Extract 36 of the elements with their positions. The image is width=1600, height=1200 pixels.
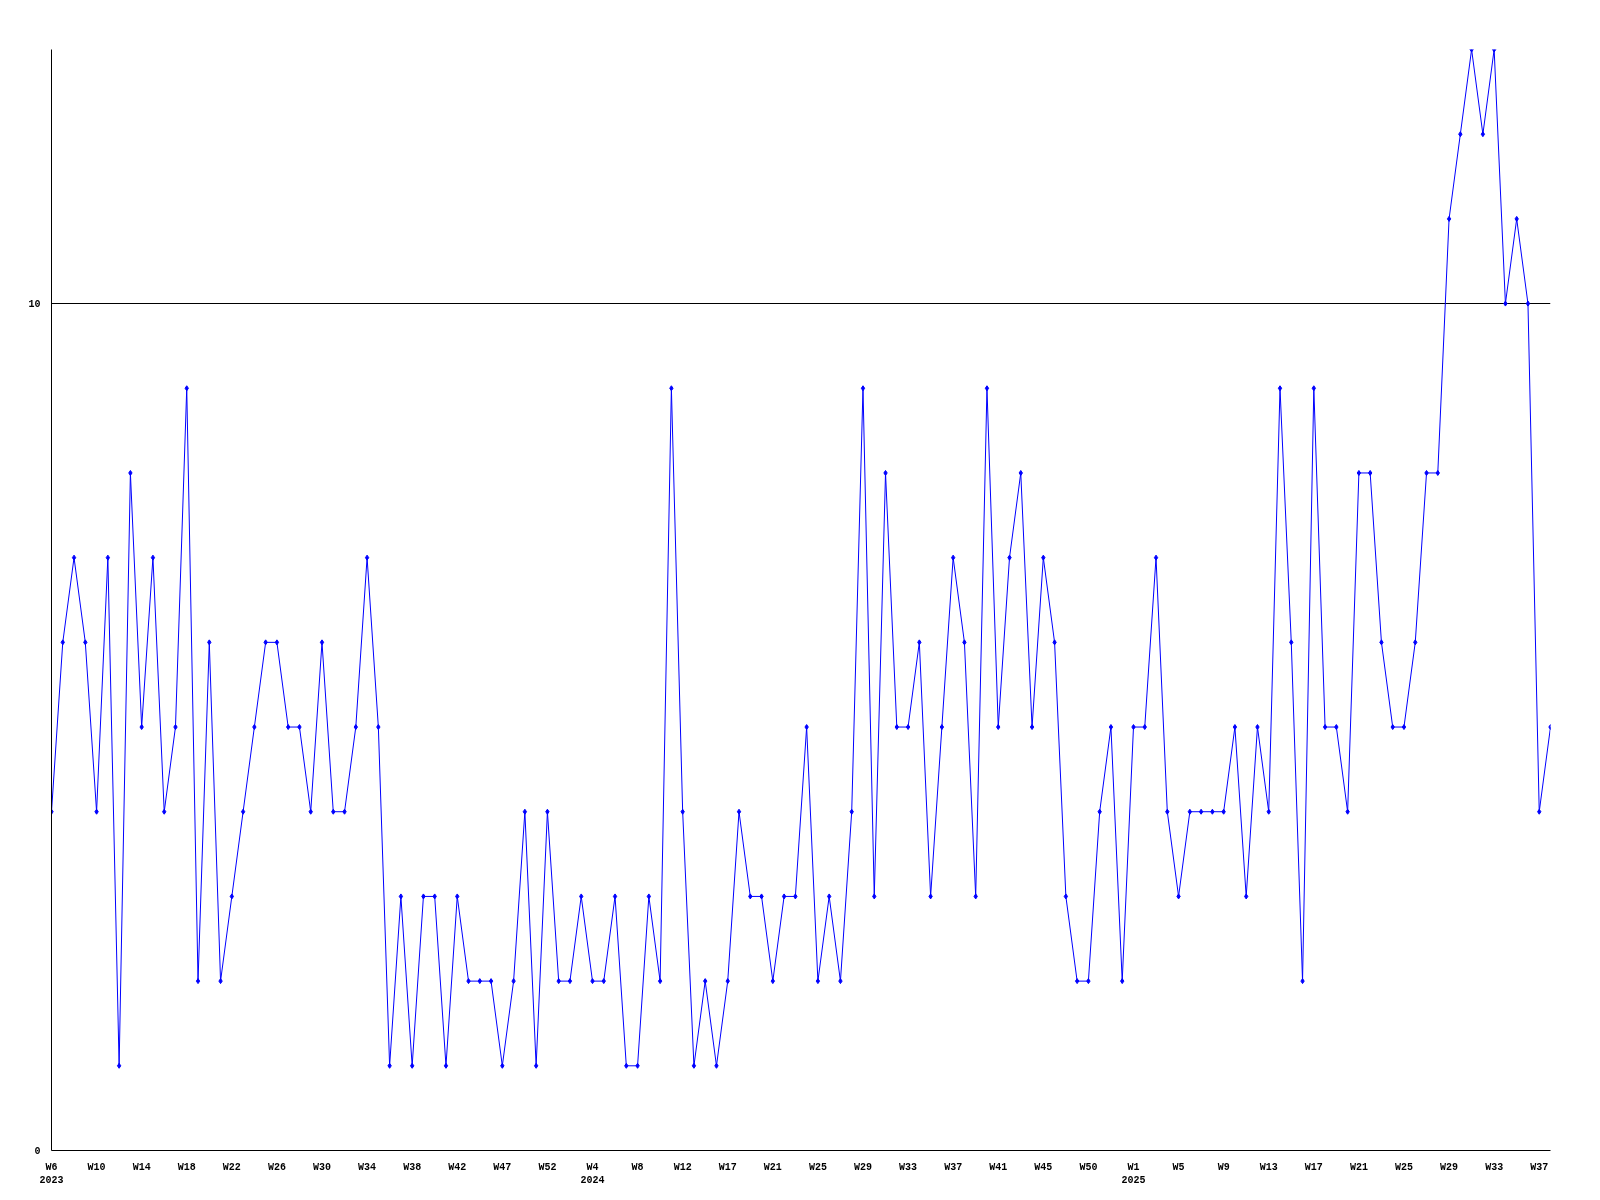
x-tick-label: W52 (538, 1161, 557, 1173)
x-tick-label: W17 (718, 1161, 737, 1173)
x-tick-label: W34 (358, 1161, 377, 1173)
y-tick-label: 0 (34, 1146, 41, 1157)
x-tick-label: W29 (853, 1161, 872, 1173)
x-tick-label: W5 (1172, 1161, 1185, 1173)
x-tick-label: W8 (631, 1161, 644, 1173)
x-tick-label: W21 (763, 1161, 782, 1173)
x-tick-label: W6 2023 (39, 1161, 64, 1186)
x-tick-label: W38 (403, 1161, 422, 1173)
x-tick-label: W37 (1530, 1161, 1549, 1173)
x-tick-label: W21 (1349, 1161, 1368, 1173)
x-tick-label: W42 (448, 1161, 467, 1173)
x-tick-label: W50 (1079, 1161, 1098, 1173)
x-tick-label: W1 2025 (1121, 1161, 1146, 1186)
x-tick-label: W30 (312, 1161, 332, 1173)
y-tick-label: 10 (28, 299, 41, 311)
x-tick-label: W10 (87, 1161, 106, 1173)
x-tick-label: W18 (177, 1161, 196, 1173)
x-tick-label: W9 (1217, 1161, 1230, 1173)
x-tick-label: W26 (267, 1161, 286, 1173)
x-tick-label: W12 (673, 1161, 692, 1173)
x-tick-label: W41 (989, 1161, 1008, 1173)
x-tick-label: W37 (944, 1161, 963, 1173)
x-tick-label: W45 (1034, 1161, 1053, 1173)
x-tick-label: W4 2024 (580, 1161, 605, 1186)
x-tick-label: W22 (222, 1161, 241, 1173)
x-tick-label: W13 (1259, 1161, 1278, 1173)
x-tick-label: W17 (1304, 1161, 1323, 1173)
x-tick-label: W29 (1440, 1161, 1459, 1173)
x-tick-label: W25 (808, 1161, 827, 1173)
x-tick-label: W14 (132, 1161, 151, 1173)
x-tick-label: W47 (493, 1161, 512, 1173)
x-tick-label: W33 (1485, 1161, 1504, 1173)
x-tick-label: W25 (1394, 1161, 1413, 1173)
x-tick-label: W33 (899, 1161, 918, 1173)
